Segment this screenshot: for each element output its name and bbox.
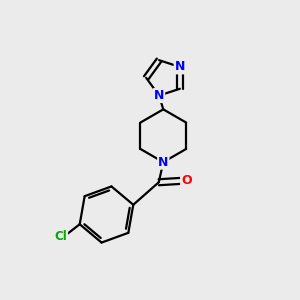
Text: Cl: Cl: [54, 230, 67, 243]
Text: N: N: [175, 60, 185, 74]
Text: N: N: [158, 156, 169, 169]
Text: N: N: [154, 89, 164, 102]
Text: O: O: [181, 174, 192, 187]
